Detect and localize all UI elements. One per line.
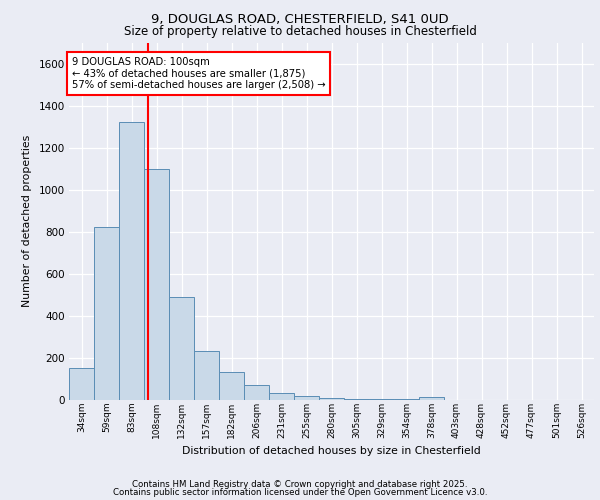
Bar — [69, 368, 94, 400]
Bar — [394, 399, 419, 400]
Text: Contains public sector information licensed under the Open Government Licence v3: Contains public sector information licen… — [113, 488, 487, 497]
Bar — [169, 297, 194, 400]
Bar — [294, 396, 319, 400]
Text: 9 DOUGLAS ROAD: 100sqm
← 43% of detached houses are smaller (1,875)
57% of semi-: 9 DOUGLAS ROAD: 100sqm ← 43% of detached… — [71, 57, 325, 90]
Bar — [369, 399, 394, 400]
Bar — [194, 350, 219, 400]
X-axis label: Distribution of detached houses by size in Chesterfield: Distribution of detached houses by size … — [182, 446, 481, 456]
Bar — [344, 399, 369, 400]
Bar — [219, 372, 244, 400]
Bar — [269, 392, 294, 400]
Y-axis label: Number of detached properties: Number of detached properties — [22, 135, 32, 308]
Bar — [94, 226, 119, 400]
Bar — [144, 168, 169, 400]
Text: Size of property relative to detached houses in Chesterfield: Size of property relative to detached ho… — [124, 25, 476, 38]
Bar — [119, 122, 144, 400]
Text: Contains HM Land Registry data © Crown copyright and database right 2025.: Contains HM Land Registry data © Crown c… — [132, 480, 468, 489]
Text: 9, DOUGLAS ROAD, CHESTERFIELD, S41 0UD: 9, DOUGLAS ROAD, CHESTERFIELD, S41 0UD — [151, 13, 449, 26]
Bar — [244, 386, 269, 400]
Bar — [419, 397, 444, 400]
Bar — [319, 398, 344, 400]
